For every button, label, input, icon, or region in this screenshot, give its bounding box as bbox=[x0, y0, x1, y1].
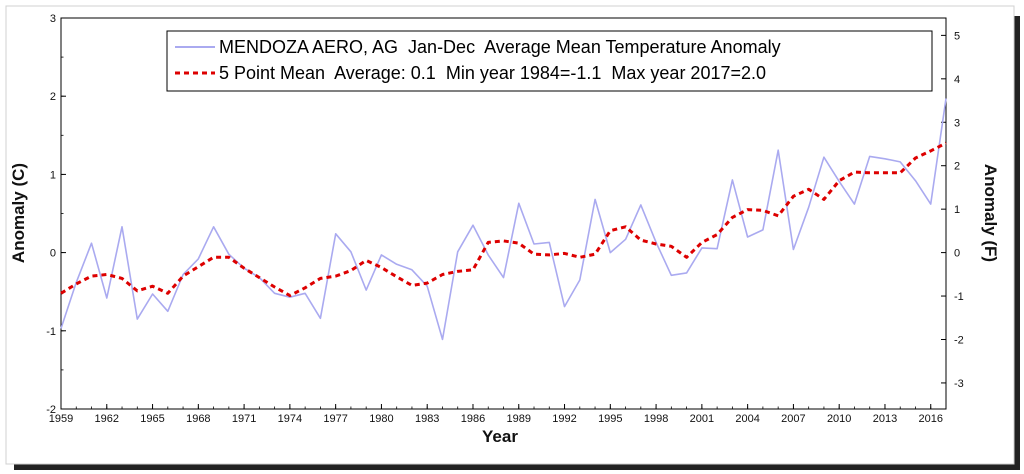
x-tick-label: 1962 bbox=[95, 413, 119, 425]
y-left-tick-label: -2 bbox=[46, 404, 56, 416]
y-right-tick-label: -1 bbox=[954, 291, 964, 303]
x-tick-label: 1959 bbox=[49, 413, 73, 425]
x-tick-label: 1998 bbox=[644, 413, 668, 425]
series-layer bbox=[60, 98, 947, 341]
x-tick-label: 2013 bbox=[873, 413, 897, 425]
x-tick-label: 1989 bbox=[507, 413, 531, 425]
y-right-tick-label: 4 bbox=[954, 74, 960, 86]
y-right-tick-label: 1 bbox=[954, 204, 960, 216]
x-tick-label: 1974 bbox=[278, 413, 302, 425]
y-left-tick-label: -1 bbox=[46, 326, 56, 338]
y-right-tick-label: 3 bbox=[954, 117, 960, 129]
legend: MENDOZA AERO, AG Jan-Dec Average Mean Te… bbox=[166, 30, 933, 92]
legend-label-series-1: 5 Point Mean Average: 0.1 Min year 1984=… bbox=[219, 63, 766, 83]
x-tick-label: 2016 bbox=[918, 413, 942, 425]
y-left-tick-label: 3 bbox=[50, 13, 56, 25]
y-left-tick-label: 2 bbox=[50, 91, 56, 103]
y-left-tick-label: 1 bbox=[50, 169, 56, 181]
y-axis-left-title: Anomaly (C) bbox=[9, 163, 28, 263]
y-axis-right-title: Anomaly (F) bbox=[981, 164, 1000, 262]
y-axis-left-ticks: -2 -1 0 1 2 3 bbox=[46, 13, 66, 416]
y-axis-right-ticks: -3 -2 -1 0 1 2 3 4 5 bbox=[941, 30, 964, 390]
x-tick-label: 1980 bbox=[369, 413, 393, 425]
x-tick-label: 2001 bbox=[690, 413, 714, 425]
legend-label-series-0: MENDOZA AERO, AG Jan-Dec Average Mean Te… bbox=[219, 37, 781, 57]
x-tick-label: 1995 bbox=[598, 413, 622, 425]
y-left-tick-label: 0 bbox=[50, 248, 56, 260]
x-tick-label: 2010 bbox=[827, 413, 851, 425]
y-right-tick-label: -2 bbox=[954, 334, 964, 346]
y-right-tick-label: -3 bbox=[954, 378, 964, 390]
legend-box bbox=[166, 30, 933, 92]
x-axis-title: Year bbox=[482, 427, 518, 446]
x-tick-label: 1977 bbox=[323, 413, 347, 425]
x-axis-ticks: 1959 1962 1965 1968 1971 1974 1977 1980 1983 1986… bbox=[49, 404, 947, 425]
y-right-tick-label: 2 bbox=[954, 161, 960, 173]
x-tick-label: 1983 bbox=[415, 413, 439, 425]
x-tick-label: 1968 bbox=[186, 413, 210, 425]
x-tick-label: 1986 bbox=[461, 413, 485, 425]
x-tick-label: 1965 bbox=[140, 413, 164, 425]
y-right-tick-label: 5 bbox=[954, 30, 960, 42]
x-tick-label: 1971 bbox=[232, 413, 256, 425]
x-tick-label: 2007 bbox=[781, 413, 805, 425]
x-tick-label: 2004 bbox=[735, 413, 759, 425]
series-line-1 bbox=[60, 141, 947, 298]
y-right-tick-label: 0 bbox=[954, 248, 960, 260]
x-tick-label: 1992 bbox=[552, 413, 576, 425]
